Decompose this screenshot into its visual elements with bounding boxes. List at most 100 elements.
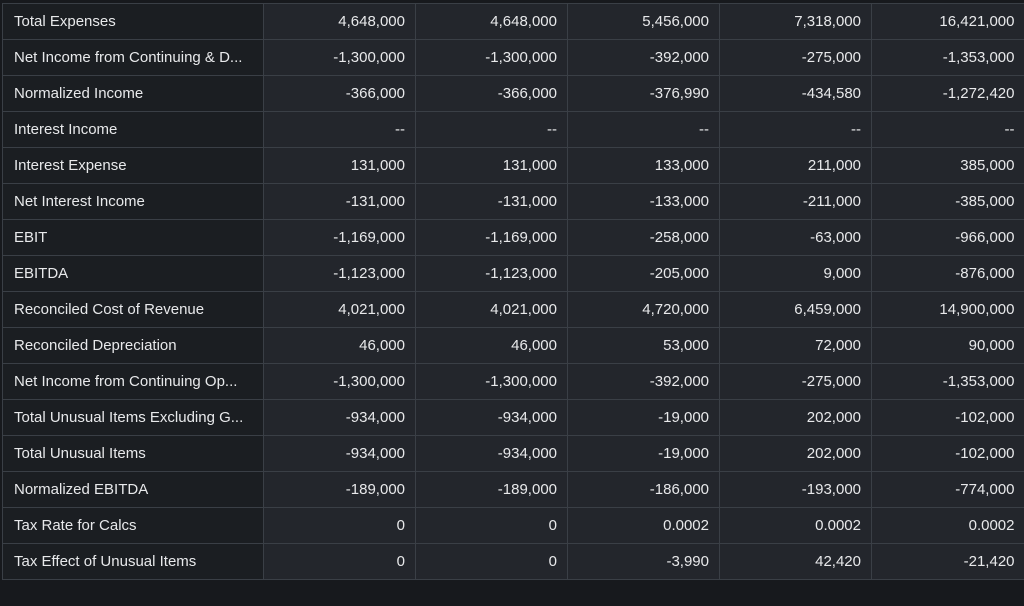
table-cell-value: -366,000 [263, 75, 416, 112]
table-cell-value: -- [719, 111, 872, 148]
table-cell-value: 0.0002 [871, 507, 1024, 544]
table-cell-value: -966,000 [871, 219, 1024, 256]
table-cell-value: 0 [415, 543, 568, 580]
table-cell-value: -1,123,000 [263, 255, 416, 292]
table-cell-value: -275,000 [719, 39, 872, 76]
table-cell-value: -131,000 [415, 183, 568, 220]
table-cell-value: 14,900,000 [871, 291, 1024, 328]
table-cell-value: 202,000 [719, 399, 872, 436]
table-row: Net Income from Continuing & D... -1,300,… [2, 39, 1024, 76]
table-row: Total Unusual Items -934,000 -934,000 -19,0… [2, 435, 1024, 472]
table-cell-value: -102,000 [871, 399, 1024, 436]
table-row: Total Unusual Items Excluding G... -934,0… [2, 399, 1024, 436]
table-cell-value: -189,000 [415, 471, 568, 508]
financials-table-body: Total Expenses 4,648,000 4,648,000 5,456,00… [2, 3, 1024, 580]
financials-table: Total Expenses 4,648,000 4,648,000 5,456,00… [2, 3, 1024, 580]
table-cell-value: -1,272,420 [871, 75, 1024, 112]
table-cell-value: 4,648,000 [415, 3, 568, 40]
table-cell-value: 131,000 [263, 147, 416, 184]
table-cell-value: -366,000 [415, 75, 568, 112]
table-row: EBITDA -1,123,000 -1,123,000 -205,000 9,000-… [2, 255, 1024, 292]
table-cell-value: 0.0002 [567, 507, 720, 544]
table-cell-value: 202,000 [719, 435, 872, 472]
table-cell-value: 6,459,000 [719, 291, 872, 328]
table-cell-value: 9,000 [719, 255, 872, 292]
table-cell-value: -211,000 [719, 183, 872, 220]
table-cell-value: -63,000 [719, 219, 872, 256]
table-cell-value: 4,021,000 [415, 291, 568, 328]
table-cell-value: 42,420 [719, 543, 872, 580]
row-label: EBITDA [2, 255, 264, 292]
table-cell-value: -1,123,000 [415, 255, 568, 292]
table-cell-value: 131,000 [415, 147, 568, 184]
table-cell-value: -193,000 [719, 471, 872, 508]
table-cell-value: -392,000 [567, 39, 720, 76]
table-cell-value: 385,000 [871, 147, 1024, 184]
table-row: Normalized EBITDA -189,000 -189,000 -186,00… [2, 471, 1024, 508]
table-cell-value: 133,000 [567, 147, 720, 184]
row-label: Total Unusual Items Excluding G... [2, 399, 264, 436]
table-cell-value: 4,021,000 [263, 291, 416, 328]
row-label: Normalized EBITDA [2, 471, 264, 508]
row-label: Total Unusual Items [2, 435, 264, 472]
row-label: Net Income from Continuing Op... [2, 363, 264, 400]
table-cell-value: -205,000 [567, 255, 720, 292]
table-cell-value: -- [415, 111, 568, 148]
row-label: EBIT [2, 219, 264, 256]
table-cell-value: 0 [263, 507, 416, 544]
table-cell-value: 90,000 [871, 327, 1024, 364]
table-row: Net Income from Continuing Op... -1,300,0… [2, 363, 1024, 400]
row-label: Interest Expense [2, 147, 264, 184]
table-cell-value: -258,000 [567, 219, 720, 256]
table-cell-value: 46,000 [415, 327, 568, 364]
table-cell-value: 72,000 [719, 327, 872, 364]
table-cell-value: -1,300,000 [263, 363, 416, 400]
table-cell-value: -131,000 [263, 183, 416, 220]
table-row: Tax Effect of Unusual Items 0 0 -3,990 42,42… [2, 543, 1024, 580]
row-label: Net Income from Continuing & D... [2, 39, 264, 76]
table-cell-value: -- [871, 111, 1024, 148]
table-row: Interest Expense 131,000 131,000 133,000 211… [2, 147, 1024, 184]
table-row: Reconciled Cost of Revenue 4,021,000 4,021… [2, 291, 1024, 328]
table-row: Total Expenses 4,648,000 4,648,000 5,456,00… [2, 3, 1024, 40]
table-row: EBIT -1,169,000 -1,169,000 -258,000 -63,000-… [2, 219, 1024, 256]
table-cell-value: 53,000 [567, 327, 720, 364]
table-cell-value: -- [263, 111, 416, 148]
table-cell-value: -934,000 [263, 399, 416, 436]
row-label: Net Interest Income [2, 183, 264, 220]
row-label: Normalized Income [2, 75, 264, 112]
table-row: Reconciled Depreciation 46,000 46,000 53,00… [2, 327, 1024, 364]
table-cell-value: -186,000 [567, 471, 720, 508]
table-cell-value: -1,353,000 [871, 363, 1024, 400]
table-cell-value: 16,421,000 [871, 3, 1024, 40]
row-label: Interest Income [2, 111, 264, 148]
table-cell-value: -275,000 [719, 363, 872, 400]
table-cell-value: -934,000 [415, 399, 568, 436]
table-cell-value: -3,990 [567, 543, 720, 580]
table-cell-value: 211,000 [719, 147, 872, 184]
table-cell-value: -1,300,000 [415, 363, 568, 400]
table-cell-value: -392,000 [567, 363, 720, 400]
table-cell-value: 0 [415, 507, 568, 544]
table-cell-value: -102,000 [871, 435, 1024, 472]
table-cell-value: 0 [263, 543, 416, 580]
table-row: Interest Income -- -- -- -- -- [2, 111, 1024, 148]
table-row: Normalized Income -366,000 -366,000 -376,99… [2, 75, 1024, 112]
row-label: Reconciled Depreciation [2, 327, 264, 364]
table-cell-value: -376,990 [567, 75, 720, 112]
row-label: Reconciled Cost of Revenue [2, 291, 264, 328]
table-cell-value: -385,000 [871, 183, 1024, 220]
table-cell-value: -- [567, 111, 720, 148]
table-cell-value: 5,456,000 [567, 3, 720, 40]
table-cell-value: -934,000 [415, 435, 568, 472]
table-cell-value: 4,648,000 [263, 3, 416, 40]
table-cell-value: -1,300,000 [263, 39, 416, 76]
table-cell-value: -434,580 [719, 75, 872, 112]
table-cell-value: -774,000 [871, 471, 1024, 508]
table-cell-value: -876,000 [871, 255, 1024, 292]
table-cell-value: -1,353,000 [871, 39, 1024, 76]
table-cell-value: 46,000 [263, 327, 416, 364]
table-cell-value: -189,000 [263, 471, 416, 508]
row-label: Total Expenses [2, 3, 264, 40]
